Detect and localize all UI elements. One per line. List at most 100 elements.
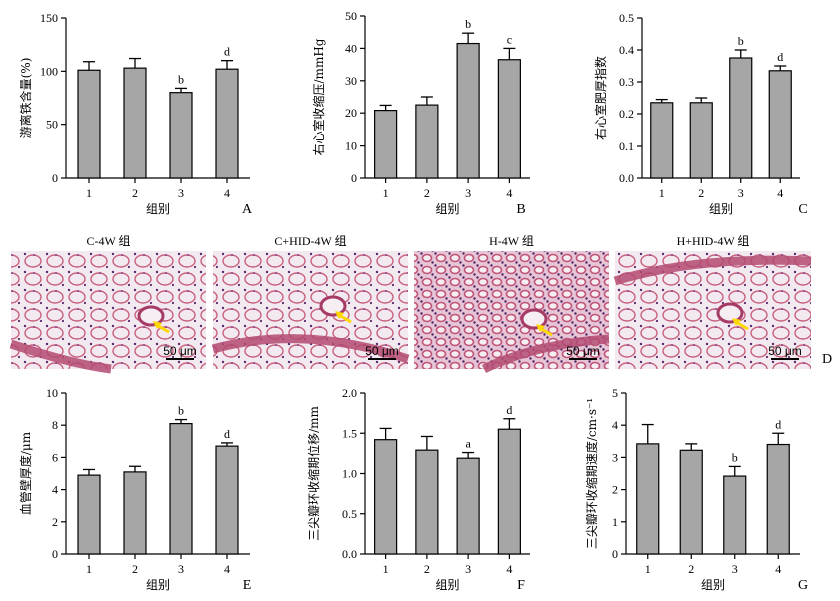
histology-panel: C-4W 组50 μmC+HID-4W 组50 μmH-4W 组50 μmH+H… [9, 234, 832, 374]
significance-label: d [506, 403, 512, 417]
x-tick-label: 3 [465, 186, 471, 200]
y-axis-title: 右心室肥厚指数 [593, 56, 608, 140]
y-tick-label: 40 [345, 41, 357, 55]
vessel [319, 295, 347, 317]
y-tick-label: 1.0 [342, 467, 357, 481]
x-tick-label: 4 [224, 562, 230, 576]
panel-letter: B [516, 202, 525, 217]
significance-label: d [224, 45, 230, 59]
x-tick-label: 3 [178, 186, 184, 200]
scale-bar-label: 50 μm [365, 344, 399, 358]
x-tick-label: 1 [645, 562, 651, 576]
bar-3 [456, 42, 480, 179]
x-tick-label: 2 [424, 186, 430, 200]
x-tick-label: 3 [178, 562, 184, 576]
bar-2 [679, 449, 703, 555]
significance-label: d [777, 50, 783, 64]
bar-3 [169, 422, 193, 555]
bar-1 [636, 443, 660, 555]
significance-label: c [507, 32, 512, 46]
histology-image-4: H+HID-4W 组 50 μm [613, 234, 812, 369]
y-tick-label: 20 [345, 106, 357, 120]
y-tick-label: 100 [40, 64, 58, 78]
airway-wall [211, 334, 410, 364]
y-tick-label: 2 [612, 483, 618, 497]
y-tick-label: 0.0 [342, 547, 357, 561]
y-tick-label: 10 [345, 139, 357, 153]
x-tick-label: 1 [383, 562, 389, 576]
significance-label: b [738, 34, 744, 48]
y-tick-label: 5 [612, 386, 618, 400]
y-tick-label: 0 [351, 171, 357, 185]
x-tick-label: 2 [424, 562, 430, 576]
arrow-head [732, 318, 741, 326]
bar-4 [497, 428, 521, 555]
bar-1 [650, 102, 674, 179]
y-axis-title: 游离铁含量(%) [18, 58, 33, 139]
airway-wall [481, 334, 610, 374]
vessel [716, 302, 744, 324]
y-tick-label: 0.4 [619, 43, 634, 57]
airway-wall [9, 339, 112, 374]
significance-label: b [178, 404, 184, 418]
bar-4 [497, 59, 521, 179]
y-tick-label: 3 [612, 450, 618, 464]
bar-3 [456, 457, 480, 555]
histology-title: C-4W 组 [86, 234, 130, 248]
x-tick-label: 1 [383, 186, 389, 200]
panel-letter: G [798, 578, 808, 593]
significance-label: b [178, 72, 184, 86]
panel-letter: A [242, 202, 253, 217]
y-tick-label: 2.0 [342, 386, 357, 400]
y-tick-label: 0 [612, 547, 618, 561]
x-axis-title: 组别 [435, 578, 459, 592]
x-axis-title: 组别 [701, 578, 725, 592]
y-tick-label: 0 [52, 547, 58, 561]
y-tick-label: 30 [345, 74, 357, 88]
bar-3 [169, 92, 193, 179]
y-tick-label: 50 [345, 9, 357, 23]
panel-letter: D [822, 352, 832, 367]
x-tick-label: 1 [659, 186, 665, 200]
y-tick-label: 1 [612, 515, 618, 529]
histology-image-1: C-4W 组 50 μm [9, 234, 206, 374]
y-axis-title: 右心室收缩压/mmHg [311, 38, 326, 155]
y-tick-label: 0.5 [619, 11, 634, 25]
y-tick-label: 50 [46, 118, 58, 132]
chart-panel-f: 0.0 0.5 1.0 1.5 2.0 1 2 3 a 4 d 组别 三尖瓣环收缩期位移/mm F [306, 386, 530, 593]
x-tick-label: 3 [732, 562, 738, 576]
chart-panel-g: 0 1 2 3 4 5 1 2 3 b 4 d 组别 三尖瓣环收缩期速度/cm·s⁻¹ G [584, 386, 808, 593]
x-axis-title: 组别 [146, 578, 170, 592]
y-tick-label: 150 [40, 11, 58, 25]
tissue-section [414, 251, 609, 369]
panel-letter: F [517, 578, 525, 593]
scale-bar-label: 50 μm [566, 344, 600, 358]
y-tick-label: 0.0 [619, 171, 634, 185]
significance-label: b [465, 17, 471, 31]
significance-label: b [732, 450, 738, 464]
scale-bar-label: 50 μm [163, 344, 197, 358]
bar-3 [729, 57, 753, 179]
chart-panel-b: 0 10 20 30 40 50 1 2 3 b 4 c 组别 右心室收缩压/mmHg B [311, 9, 530, 217]
x-tick-label: 2 [132, 186, 138, 200]
arrow-head [335, 311, 344, 319]
x-tick-label: 4 [224, 186, 230, 200]
histology-image-3: H-4W 组 50 μm [414, 234, 610, 374]
y-tick-label: 0.1 [619, 139, 634, 153]
scale-bar-label: 50 μm [768, 344, 802, 358]
y-tick-label: 6 [52, 450, 58, 464]
bar-4 [215, 445, 239, 555]
x-tick-label: 2 [688, 562, 694, 576]
x-tick-label: 4 [777, 186, 783, 200]
y-tick-label: 0.3 [619, 75, 634, 89]
x-tick-label: 1 [86, 562, 92, 576]
x-axis-title: 组别 [709, 202, 733, 216]
y-axis-title: 三尖瓣环收缩期速度/cm·s⁻¹ [584, 398, 599, 549]
y-tick-label: 2 [52, 515, 58, 529]
y-tick-label: 4 [612, 418, 618, 432]
x-axis-title: 组别 [435, 202, 459, 216]
y-tick-label: 10 [46, 386, 58, 400]
bar-4 [768, 70, 792, 179]
bar-1 [374, 439, 398, 555]
x-axis-title: 组别 [146, 202, 170, 216]
